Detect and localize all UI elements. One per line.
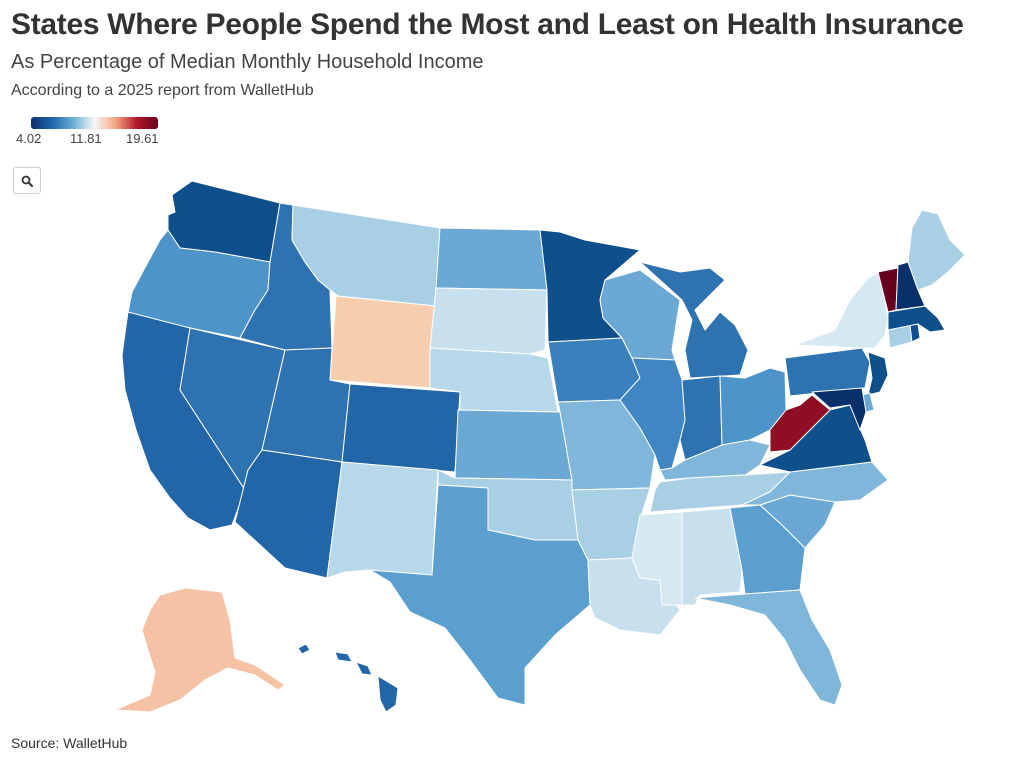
state-west-virginia[interactable] xyxy=(769,394,831,453)
page-title: States Where People Spend the Most and L… xyxy=(11,8,964,41)
state-iowa[interactable] xyxy=(547,337,641,403)
source-note: Source: WalletHub xyxy=(11,735,128,751)
state-wyoming[interactable] xyxy=(329,295,437,389)
state-maryland[interactable] xyxy=(811,387,867,431)
us-choropleth-map xyxy=(114,180,966,713)
state-new-mexico[interactable] xyxy=(326,461,439,579)
page-subtitle: As Percentage of Median Monthly Househol… xyxy=(11,51,484,73)
state-alaska[interactable] xyxy=(114,587,286,713)
state-new-york[interactable] xyxy=(794,271,889,349)
state-new-jersey[interactable] xyxy=(867,351,889,396)
page-note: According to a 2025 report from WalletHu… xyxy=(11,82,314,99)
state-texas[interactable] xyxy=(369,484,591,706)
color-legend: 4.02 11.81 19.61 xyxy=(16,116,166,150)
legend-mid-label: 11.81 xyxy=(70,131,102,146)
state-massachusetts[interactable] xyxy=(887,305,946,333)
state-new-hampshire[interactable] xyxy=(895,261,926,311)
legend-gradient-bar xyxy=(31,117,158,129)
state-wisconsin[interactable] xyxy=(599,269,681,361)
state-kansas[interactable] xyxy=(454,409,573,481)
state-north-dakota[interactable] xyxy=(435,227,548,291)
search-icon xyxy=(21,175,33,187)
legend-max-label: 19.61 xyxy=(126,131,159,146)
state-rhode-island[interactable] xyxy=(909,323,921,343)
state-michigan[interactable] xyxy=(639,261,749,379)
state-pennsylvania[interactable] xyxy=(784,347,871,397)
state-hawaii[interactable] xyxy=(297,643,399,713)
state-maine[interactable] xyxy=(907,209,966,291)
state-south-dakota[interactable] xyxy=(429,287,548,355)
state-florida[interactable] xyxy=(694,589,843,706)
search-button[interactable] xyxy=(13,167,41,194)
state-colorado[interactable] xyxy=(341,383,461,473)
legend-min-label: 4.02 xyxy=(16,131,42,146)
state-arizona[interactable] xyxy=(234,449,343,579)
